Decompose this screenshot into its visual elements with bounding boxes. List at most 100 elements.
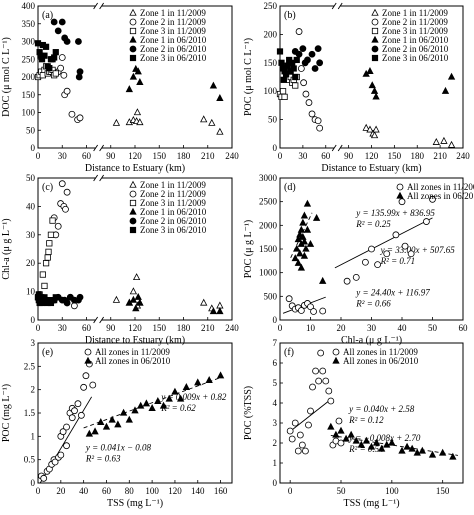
data-point (52, 70, 59, 77)
legend-marker (129, 190, 137, 198)
data-point (291, 419, 299, 427)
data-point (428, 450, 437, 458)
data-point (302, 90, 310, 98)
data-point (309, 383, 316, 391)
data-point (307, 407, 314, 415)
y-tick-label: 2.5 (24, 361, 36, 371)
fit-equation: y = 0.040x + 2.58 (348, 404, 415, 414)
legend-marker (332, 356, 340, 364)
series-2 (54, 54, 84, 123)
data-point (407, 250, 415, 258)
x-tick-label: 180 (177, 323, 191, 333)
series-2 (85, 371, 225, 437)
data-point (205, 376, 213, 383)
y-tick-label: 300 (22, 37, 36, 47)
data-point (54, 222, 62, 230)
data-point (57, 64, 65, 72)
data-point (398, 198, 406, 206)
x-tick-label: 180 (411, 151, 425, 161)
data-point (131, 406, 139, 414)
y-tick-label: 0 (273, 478, 278, 488)
series-2 (50, 180, 78, 310)
data-point (76, 293, 84, 301)
data-point (316, 124, 324, 132)
data-point (352, 436, 360, 444)
series-4 (125, 64, 224, 101)
legend-marker (129, 45, 137, 53)
y-tick-label: 5 (273, 378, 278, 388)
data-point (302, 447, 309, 455)
data-point (136, 78, 144, 85)
x-tick-label: 120 (365, 151, 379, 161)
x-tick-label: 0 (288, 486, 293, 496)
data-point (335, 417, 343, 425)
y-tick-label: 20 (26, 258, 36, 268)
fit-r-squared: R² = 0.63 (85, 453, 121, 463)
y-axis-label: POC (μ g L⁻¹) (243, 220, 254, 278)
data-point (68, 110, 76, 118)
data-point (70, 302, 78, 310)
data-point (216, 307, 224, 315)
x-tick-label: 90 (106, 323, 116, 333)
data-point (58, 18, 66, 26)
data-point (68, 414, 76, 422)
legend-entry: All zones in 06/2010 (343, 356, 419, 366)
fit-r-squared: R² = 0.66 (355, 298, 391, 308)
data-point (418, 446, 426, 454)
legend-marker (371, 35, 379, 43)
y-axis-label: POC (mg L⁻¹) (1, 384, 12, 442)
data-point (59, 428, 67, 436)
data-point (300, 251, 309, 259)
data-point (91, 427, 99, 435)
y-tick-label: 40 (26, 201, 36, 211)
axis-break-mark (93, 144, 98, 152)
data-point (134, 292, 142, 300)
data-point (300, 237, 309, 245)
data-point (304, 56, 311, 64)
axis-break-mark (331, 2, 337, 10)
data-point (200, 115, 208, 123)
y-tick-label: 0 (31, 478, 36, 488)
data-point (378, 444, 386, 452)
y-tick-label: 1 (273, 458, 278, 468)
data-point (133, 108, 142, 116)
data-point (306, 239, 315, 247)
y-tick-label: 10 (26, 287, 36, 297)
y-tick-label: 4 (273, 398, 278, 408)
x-tick-label: 50 (428, 323, 438, 333)
data-point (194, 378, 202, 386)
data-point (300, 211, 309, 219)
data-point (292, 73, 299, 81)
data-point (112, 295, 121, 303)
legend-marker (129, 226, 137, 234)
x-axis-label: Chl-a (μ g L⁻¹) (341, 335, 402, 346)
x-axis-label: Distance to Estuary (km) (321, 163, 421, 174)
data-point (368, 81, 376, 89)
y-tick-label: 100 (22, 108, 36, 118)
data-point (312, 367, 319, 375)
data-point (296, 431, 304, 439)
fit-r-squared: R² = 0.62 (160, 403, 196, 413)
data-point (60, 71, 68, 79)
legend-entry: All zones in 06/2010 (407, 191, 474, 201)
data-point (47, 231, 55, 238)
data-point (63, 442, 70, 450)
data-point (366, 125, 374, 133)
fit-r-squared: R² = 0.54 (348, 444, 384, 454)
legend-marker (129, 54, 137, 62)
data-point (129, 72, 138, 80)
axis-break-gap (95, 175, 102, 181)
x-tick-label: 60 (102, 486, 112, 496)
data-point (46, 240, 53, 247)
data-point (112, 118, 121, 126)
axis-break-mark (99, 174, 104, 182)
data-point (300, 79, 308, 87)
data-point (137, 401, 145, 409)
x-tick-label: 90 (106, 151, 116, 161)
data-point (296, 249, 304, 257)
data-point (142, 399, 151, 407)
x-tick-label: 100 (385, 486, 399, 496)
y-tick-label: 2 (31, 385, 36, 395)
